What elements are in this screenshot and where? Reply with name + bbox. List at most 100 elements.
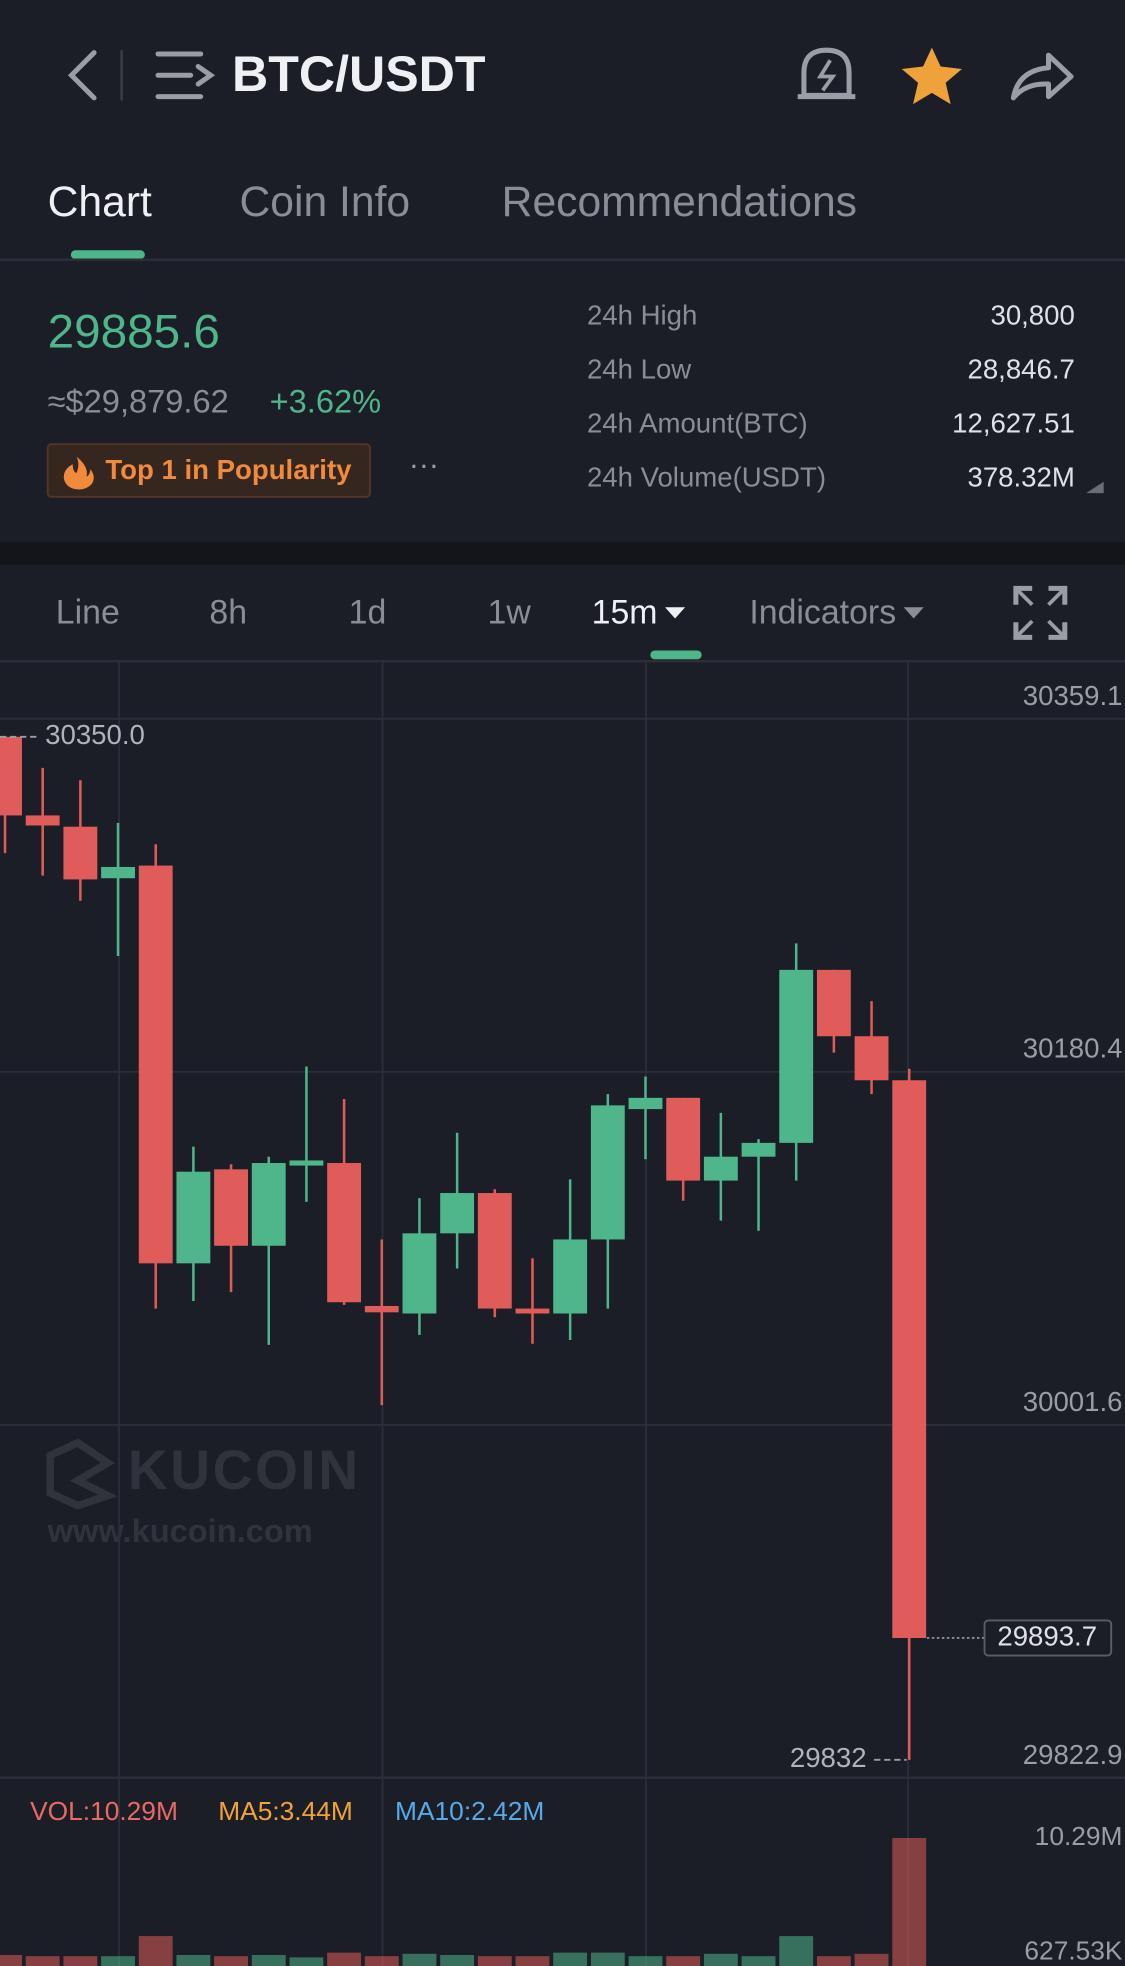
y-tick-label: 30001.6 [1023,1386,1123,1417]
candle-body [892,1080,927,1638]
volume-bar [364,1956,399,1966]
volume-bar [63,1956,98,1966]
candle-body [176,1171,211,1264]
candle-body [251,1163,286,1246]
tab[interactable]: Recommendations [502,178,857,226]
last-price: 29885.6 [48,306,220,359]
volume-chart: VOL:10.29M MA5:3.44M MA10:2.42M 10.29M 627.5… [0,1776,1125,1966]
volume-bar [402,1953,437,1966]
min-marker-label: 29832 [790,1742,867,1773]
candle-body [214,1169,249,1246]
popularity-badge[interactable] [46,443,371,498]
dropdown-caret [665,607,686,619]
candle-body [477,1193,512,1309]
volume-bar [176,1954,211,1966]
section-band [0,541,1125,565]
candle-body [63,826,98,880]
volume-tick-label: 10.29M [1035,1821,1123,1851]
interval-active[interactable]: 15m [592,594,658,632]
volume-bar [214,1956,249,1966]
volume-bar [289,1957,324,1966]
candle-body [854,1036,889,1081]
dropdown-caret [903,607,924,619]
tab-active[interactable]: Chart [48,178,152,226]
volume-legend: VOL:10.29M [30,1796,178,1826]
interval[interactable]: 1w [488,594,532,632]
volume-bar [138,1936,173,1966]
favorite-star[interactable] [901,47,962,105]
last-price-box [983,1619,1113,1657]
volume-bar [101,1956,135,1966]
pair-title: BTC/USDT [232,46,486,102]
candle-body [741,1142,776,1157]
interval[interactable]: 8h [209,594,247,632]
candle-body [289,1160,324,1166]
volume-bar [628,1956,663,1966]
candle-body [402,1233,437,1314]
stats: 24h High 30,800 24h Low 28,846.7 24h Amount(… [587,300,1075,493]
interval[interactable]: Line [56,594,120,632]
stat-label: 24h Amount(BTC) [587,408,808,439]
candle-body [515,1308,550,1314]
volume-bar [327,1952,362,1966]
y-tick-label: 30180.4 [1023,1033,1123,1064]
volume-bar [816,1956,851,1966]
fullscreen-icon[interactable] [1013,585,1068,640]
volume-bar [515,1956,550,1966]
last-price-label: 29893.7 [997,1620,1097,1651]
corner-mark [1086,481,1104,494]
volume-bar [854,1953,889,1966]
stat-value: 28,846.7 [967,354,1074,385]
stat-label: 24h Volume(USDT) [587,462,826,493]
volume-legend: MA10:2.42M [395,1796,544,1826]
candle-body [327,1163,362,1303]
candle-body [703,1156,738,1181]
flame-icon [63,456,94,490]
candle-body [440,1193,475,1234]
candle-body [0,736,22,816]
volume-bar [892,1838,927,1966]
y-tick-label: 30359.1 [1023,680,1123,711]
volume-bar [440,1954,475,1966]
watermark-brand: KUCOIN [128,1439,361,1501]
volume-bar [703,1953,738,1966]
usd-price: ≈$29,879.62 [48,383,229,420]
alert-icon[interactable] [797,47,856,100]
candle-body [628,1097,663,1110]
max-marker-label: 30350.0 [45,719,145,750]
stat-value: 12,627.51 [952,408,1075,439]
candle-body [364,1305,399,1313]
volume-legend: MA5:3.44M [218,1796,353,1826]
candle-body [666,1097,701,1181]
candle-body [590,1105,625,1240]
volume-bar [251,1954,286,1966]
share-icon[interactable] [1010,52,1074,101]
volume-bar [779,1936,814,1966]
interval[interactable]: 1d [349,594,387,632]
volume-bar [0,1954,22,1966]
candle-body [553,1239,588,1314]
candle-body [25,815,60,826]
volume-bar [477,1956,512,1966]
interval-bar: Line 8h 1d 1w 15m Indicators [56,594,924,632]
more-button[interactable]: ··· [409,449,439,482]
y-tick-label: 29822.9 [1023,1739,1123,1770]
volume-bar [741,1956,776,1966]
menu-icon[interactable] [155,51,216,100]
tab[interactable]: Coin Info [240,178,411,226]
volume-tick-label: 627.53K [1024,1935,1123,1965]
stat-label: 24h Low [587,354,691,385]
interval[interactable]: Indicators [749,594,896,632]
stat-value: 378.32M [968,462,1075,493]
candle-body [779,969,814,1143]
candlestick-chart: 30359.1 30180.4 30001.6 29822.9 30350.0 29832… [0,661,1125,1966]
candle-body [101,866,135,879]
volume-bar [553,1952,588,1966]
badge-text: Top 1 in Popularity [105,454,352,485]
volume-bar [25,1956,60,1966]
back-button[interactable] [67,50,97,101]
watermark: KUCOIN www.kucoin.com [46,1438,361,1549]
stat-label: 24h High [587,300,697,331]
volume-bar [590,1952,625,1966]
